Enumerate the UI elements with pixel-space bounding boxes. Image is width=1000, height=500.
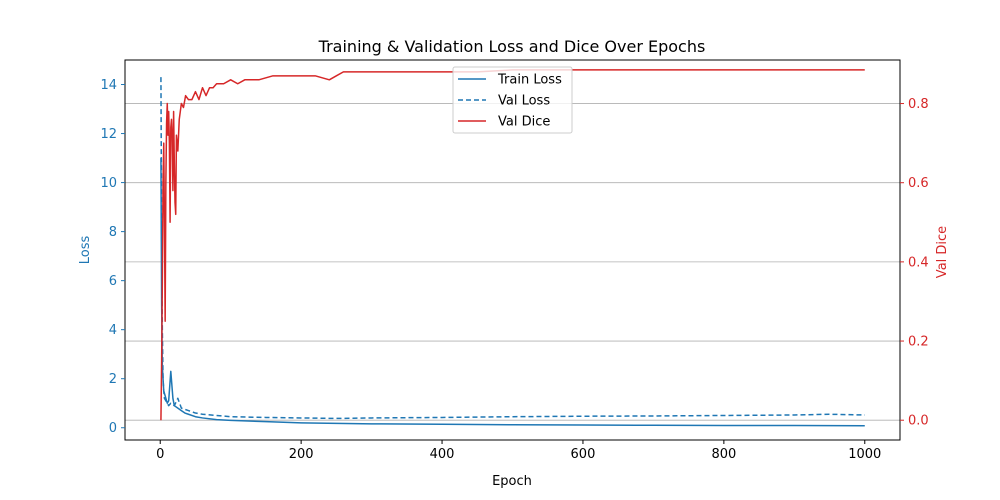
y-right-tick-label-4: 0.8 xyxy=(908,97,929,112)
y-left-tick-label-4: 8 xyxy=(109,225,117,240)
x-axis-label: Epoch xyxy=(492,474,532,489)
x-tick-label-1: 200 xyxy=(289,447,314,462)
legend-box xyxy=(452,66,573,134)
y-left-tick-label-7: 14 xyxy=(100,78,117,93)
y-axis-right-label: Val Dice xyxy=(935,226,950,278)
legend: Train Loss Val Loss Val Dice xyxy=(452,66,573,134)
x-tick-label-3: 600 xyxy=(571,447,596,462)
y-left-tick-label-1: 2 xyxy=(109,372,117,387)
chart-title: Training & Validation Loss and Dice Over… xyxy=(318,37,706,56)
y-right-tick-label-2: 0.4 xyxy=(908,255,929,270)
y-right-tick-label-0: 0.0 xyxy=(908,414,929,429)
y-axis-left: 0 2 4 6 8 10 12 14 xyxy=(100,78,125,436)
y-left-tick-label-0: 0 xyxy=(109,421,117,436)
y-left-tick-label-6: 12 xyxy=(100,127,117,142)
y-left-tick-label-5: 10 xyxy=(100,176,117,191)
series-line-val-loss xyxy=(160,77,865,420)
y-left-tick-label-2: 4 xyxy=(109,323,117,338)
y-axis-right: 0.0 0.2 0.4 0.6 0.8 xyxy=(900,97,929,429)
grid xyxy=(125,103,900,421)
plot-frame xyxy=(124,59,901,441)
legend-label-val-loss: Val Loss xyxy=(498,94,550,109)
legend-label-val-dice: Val Dice xyxy=(498,115,550,130)
series-line-val-dice xyxy=(160,69,865,421)
x-tick-label-0: 0 xyxy=(156,447,164,462)
x-tick-label-4: 800 xyxy=(711,447,736,462)
y-right-tick-label-1: 0.2 xyxy=(908,335,929,350)
series-layer xyxy=(160,69,865,427)
legend-label-train-loss: Train Loss xyxy=(497,73,562,88)
y-right-tick-label-3: 0.6 xyxy=(908,176,929,191)
series-line-train-loss xyxy=(160,158,865,427)
x-axis: 0 200 400 600 800 1000 xyxy=(156,440,881,462)
x-tick-label-5: 1000 xyxy=(848,447,881,462)
x-tick-label-2: 400 xyxy=(430,447,455,462)
y-left-tick-label-3: 6 xyxy=(109,274,117,289)
y-axis-left-label: Loss xyxy=(78,236,93,265)
